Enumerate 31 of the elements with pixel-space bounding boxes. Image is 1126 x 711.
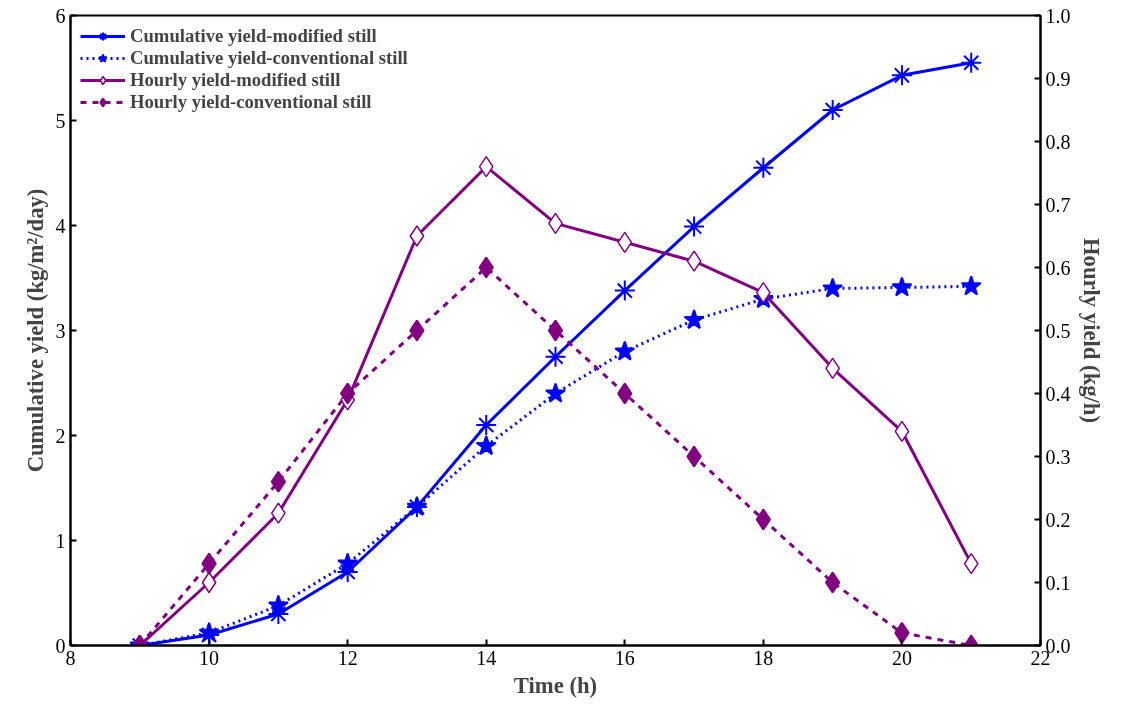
x-tick-label: 8 xyxy=(65,646,76,669)
y2-tick-label: 0.1 xyxy=(1045,571,1071,594)
y-tick-label: 3 xyxy=(55,319,66,342)
y-tick-label: 1 xyxy=(55,529,66,552)
y-axis-title: Cumulative yield (kg/m²/day) xyxy=(22,188,48,473)
x-tick-label: 14 xyxy=(476,646,497,669)
y-tick-label: 6 xyxy=(55,4,66,27)
y2-tick-label: 0.6 xyxy=(1045,256,1071,279)
x-tick-label: 12 xyxy=(337,646,358,669)
y2-tick-label: 0.8 xyxy=(1045,130,1071,153)
x-axis-title: Time (h) xyxy=(513,672,598,698)
x-tick-label: 18 xyxy=(753,646,774,669)
x-tick-label: 16 xyxy=(614,646,635,669)
y2-tick-label: 0.9 xyxy=(1045,67,1071,90)
x-tick-label: 10 xyxy=(199,646,220,669)
y-tick-label: 4 xyxy=(55,214,66,237)
y2-tick-label: 1.0 xyxy=(1045,4,1071,27)
x-tick-label: 20 xyxy=(891,646,912,669)
legend-label: Hourly yield-modified still xyxy=(130,69,341,91)
y2-tick-label: 0.7 xyxy=(1045,193,1071,216)
y-tick-label: 0 xyxy=(55,634,66,657)
y-tick-label: 2 xyxy=(55,424,66,447)
legend-label: Hourly yield-conventional still xyxy=(130,91,372,113)
y2-tick-label: 0.3 xyxy=(1045,445,1071,468)
y2-tick-label: 0.2 xyxy=(1045,508,1071,531)
legend-label: Cumulative yield-modified still xyxy=(130,25,377,47)
legend-label: Cumulative yield-conventional still xyxy=(130,47,408,69)
y2-tick-label: 0.4 xyxy=(1045,382,1071,405)
y2-tick-label: 0.5 xyxy=(1045,319,1071,342)
y-tick-label: 5 xyxy=(55,109,66,132)
y2-axis-title: Hourly yield (kg/h) xyxy=(1078,237,1104,424)
